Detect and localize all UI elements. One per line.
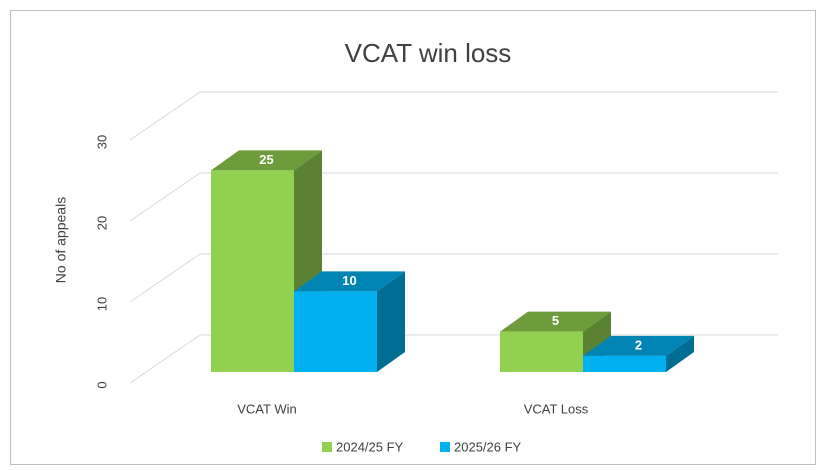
legend-label: 2025/26 FY <box>454 439 522 454</box>
y-axis-label: No of appeals <box>53 197 69 283</box>
data-label: 2 <box>635 337 642 352</box>
bar-side <box>666 335 694 372</box>
data-label: 5 <box>552 313 559 328</box>
legend-swatch <box>322 442 332 452</box>
bar-top <box>211 150 322 171</box>
y-tick-label: 30 <box>94 135 109 149</box>
y-tick-label: 10 <box>94 297 109 311</box>
bar-top <box>294 271 405 292</box>
legend-swatch <box>440 442 450 452</box>
grid-line-side <box>129 334 201 384</box>
bar <box>500 331 583 372</box>
bar <box>294 291 377 372</box>
chart-border <box>10 10 816 465</box>
grid-line-side <box>129 253 201 303</box>
data-label: 10 <box>342 273 356 288</box>
x-tick-label: VCAT Loss <box>524 401 589 416</box>
bar-top <box>500 311 611 332</box>
legend-label: 2024/25 FY <box>336 439 404 454</box>
bar <box>211 170 294 372</box>
chart-title: VCAT win loss <box>345 38 512 68</box>
bar <box>583 355 666 372</box>
grid-line-side <box>129 91 201 141</box>
data-label: 25 <box>259 152 273 167</box>
y-tick-label: 0 <box>94 381 109 388</box>
bar-side <box>377 271 405 372</box>
y-tick-label: 20 <box>94 216 109 230</box>
grid-line-side <box>129 172 201 222</box>
x-tick-label: VCAT Win <box>237 401 296 416</box>
bar-top <box>583 335 694 356</box>
